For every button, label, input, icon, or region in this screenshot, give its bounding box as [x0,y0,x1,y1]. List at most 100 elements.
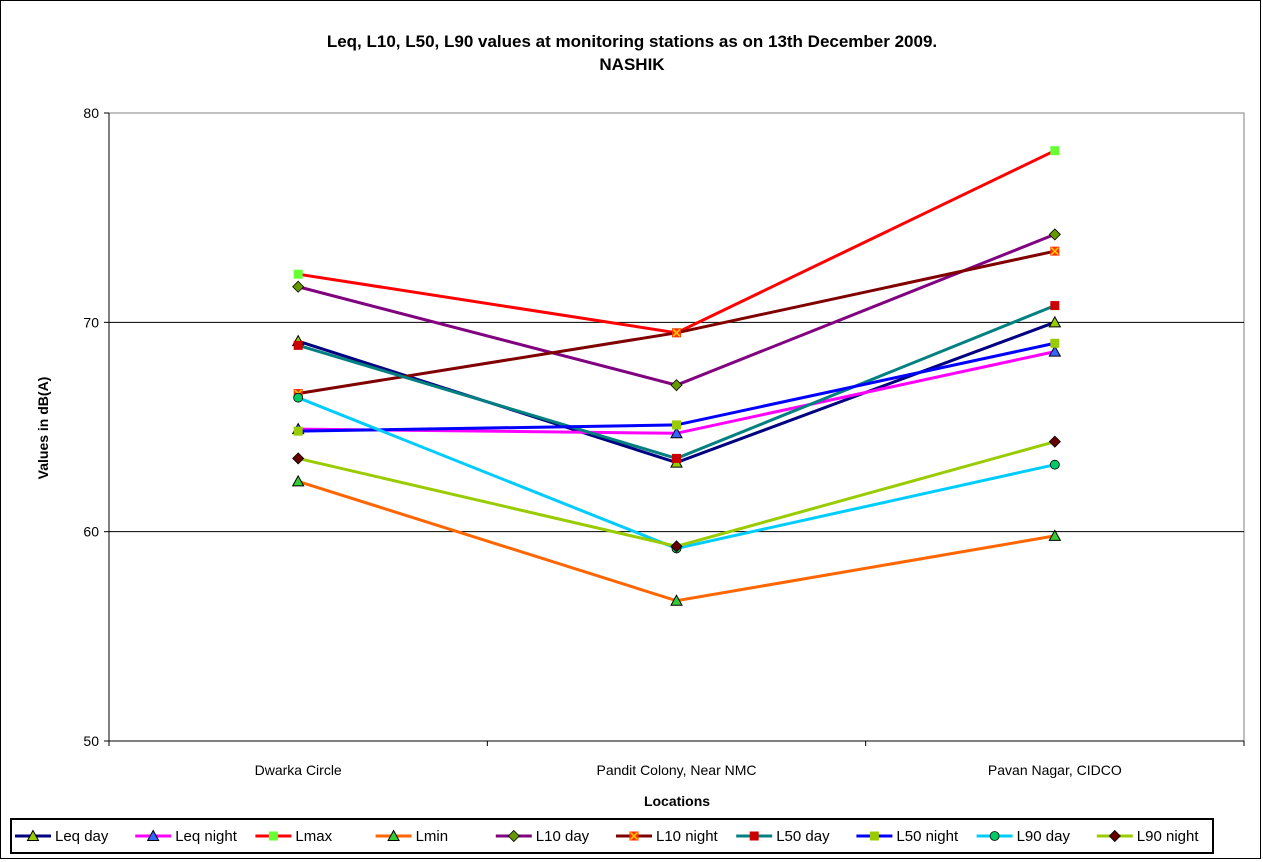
data-point-shape [672,420,681,430]
data-point-shape [1050,338,1060,348]
legend-label: L10 day [536,828,590,845]
legend-item: L50 day [736,828,830,845]
legend-swatch-marker [749,831,759,841]
legend-label: L90 day [1017,828,1071,845]
data-point-shape [1048,529,1062,541]
data-point-shape [672,453,681,463]
legend-swatch-marker-shape [1108,829,1121,843]
data-point [1050,338,1060,348]
data-point [293,340,303,350]
y-tick-label: 50 [83,733,99,749]
legend-swatch-marker-shape [507,829,520,843]
plot-area: 50 60 70 80 Dwarka Circle Pandit Colony, Near… [83,105,1245,778]
data-point-shape [291,474,305,487]
x-tick-label: Pandit Colony, Near NMC [596,762,756,778]
data-point [1050,246,1060,256]
series-6 [293,301,1060,463]
x-tick-label: Dwarka Circle [255,762,342,778]
y-tick-label: 70 [83,314,99,330]
legend-swatch-marker-shape [146,829,160,841]
legend: Leq day Leq night Lmax Lmin L10 day L10 night… [10,818,1214,854]
legend-item: Leq night [135,828,238,845]
legend-label: Leq night [175,828,238,845]
legend-swatch-marker [26,829,40,841]
legend-label: L10 night [656,828,719,845]
data-point [1048,435,1061,448]
data-point [670,379,683,392]
data-point [670,426,683,439]
legend-item: L50 night [856,828,959,845]
legend-item: Leq day [15,828,109,845]
series-4 [292,228,1061,392]
data-point-shape [292,280,305,293]
y-axis-title: Values in dB(A) [35,377,51,480]
chart-subtitle: NASHIK [599,55,665,74]
legend-swatch-marker [1108,829,1121,843]
data-point-shape [292,452,305,465]
chart-title: Leq, L10, L50, L90 values at monitoring … [327,32,937,51]
data-point [670,540,683,553]
data-point [672,453,681,463]
legend-label: Lmin [416,828,449,845]
data-point [1050,301,1060,311]
data-point-shape [670,426,683,439]
legend-label: Lmax [295,828,332,845]
data-point [291,474,305,487]
data-point [292,280,305,293]
legend-item: L90 day [976,828,1071,845]
x-axis-title: Locations [644,793,710,809]
series-9 [292,435,1061,553]
data-point-cross [1050,247,1059,256]
legend-item: Lmax [255,828,333,845]
legend-swatch-marker [387,829,400,841]
data-point-shape [1050,301,1060,311]
legend-box [10,818,1214,854]
data-point-shape [1050,146,1060,156]
data-point [1048,315,1062,328]
legend-item: L10 night [616,828,719,845]
legend-swatch-marker [869,831,879,841]
data-point-shape [670,540,683,553]
legend-swatch-marker-shape [26,829,40,841]
data-point [672,328,681,338]
legend-swatch-marker-shape [268,831,278,841]
legend-label: L50 day [776,828,830,845]
legend-swatch-marker-shape [869,831,879,841]
data-point [1050,146,1060,156]
data-point [1048,228,1061,241]
data-point-shape [670,594,683,606]
legend-swatch-marker-shape [749,831,759,841]
legend-swatch-marker-shape [387,829,400,841]
legend-swatch-marker-cross [629,831,639,841]
data-point-shape [293,392,304,403]
legend-swatch-marker [629,831,639,841]
legend-swatch-marker [989,831,1000,841]
data-point-cross [672,328,681,337]
legend-label: L90 night [1137,828,1200,845]
legend-swatch-marker [268,831,278,841]
y-tick-label: 80 [83,105,99,121]
data-point [292,452,305,465]
legend-item: Lmin [375,828,449,845]
legend-swatch-marker-shape [989,831,1000,841]
data-point-shape [293,340,303,350]
data-point-shape [293,426,303,436]
x-tick-label: Pavan Nagar, CIDCO [988,762,1122,778]
series-3 [291,474,1062,606]
data-point-shape [1048,315,1062,328]
data-point [672,420,681,430]
legend-swatch-marker [507,829,520,843]
series-7 [293,338,1060,436]
data-point [670,594,683,606]
data-point-shape [670,379,683,392]
data-point-shape [1048,228,1061,241]
data-point [1048,345,1062,357]
y-tick-label: 60 [83,524,99,540]
legend-swatch-marker [146,829,160,841]
data-point [293,269,303,279]
data-point [293,426,303,436]
legend-label: L50 night [896,828,959,845]
data-point-shape [1048,435,1061,448]
